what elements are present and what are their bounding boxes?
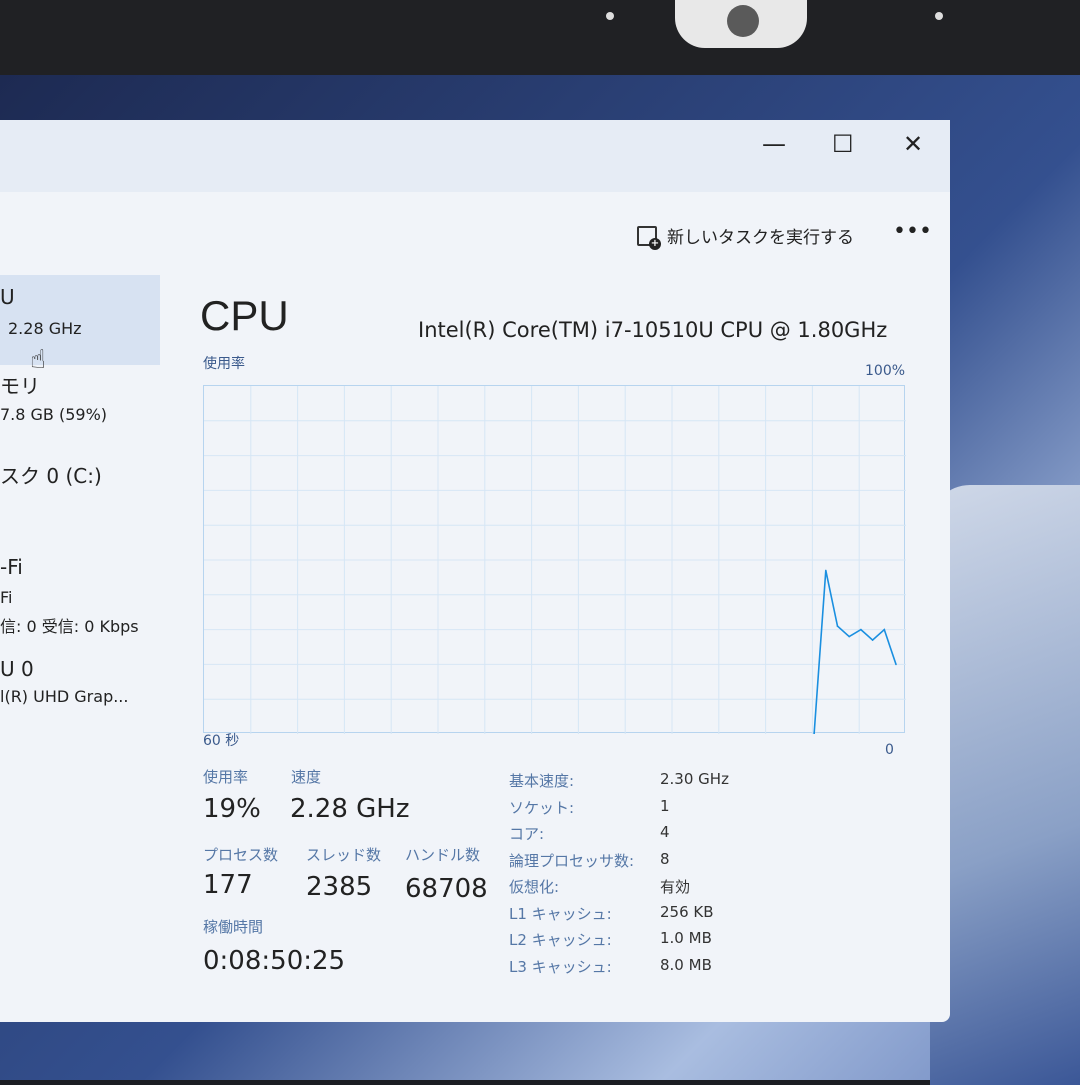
sidebar-item-title: -Fi bbox=[0, 555, 23, 579]
processes-value: 177 bbox=[203, 870, 253, 900]
detail-key: 仮想化: bbox=[509, 878, 560, 896]
detail-value: 2.30 GHz bbox=[660, 770, 729, 788]
sidebar-item-sub: 7.8 GB (59%) bbox=[0, 405, 108, 424]
more-options-button[interactable]: ••• bbox=[893, 219, 932, 244]
detail-value: 有効 bbox=[660, 878, 691, 896]
detail-key: コア: bbox=[509, 825, 545, 843]
sidebar-item-cpu[interactable]: U 2.28 GHz ☝ bbox=[0, 275, 160, 375]
sensor-dot bbox=[606, 12, 614, 20]
sidebar-item-gpu[interactable]: U 0 l(R) UHD Grap... bbox=[0, 657, 160, 752]
sidebar-item-title: モリ bbox=[0, 374, 40, 398]
sensor-dot bbox=[935, 12, 943, 20]
graph-min-label: 0 bbox=[885, 742, 894, 758]
detail-value: 1 bbox=[660, 796, 670, 815]
cpu-model: Intel(R) Core(TM) i7-10510U CPU @ 1.80GH… bbox=[418, 318, 888, 342]
webcam bbox=[675, 0, 807, 48]
processes-label: プロセス数 bbox=[203, 846, 279, 864]
graph-label: 使用率 bbox=[203, 356, 245, 372]
detail-key: 基本速度: bbox=[509, 772, 575, 790]
graph-max-label: 100% bbox=[865, 363, 906, 379]
detail-value: 4 bbox=[660, 823, 670, 841]
sidebar-item-wifi[interactable]: -Fi Fi 信: 0 受信: 0 Kbps bbox=[0, 555, 160, 657]
run-new-task-button[interactable]: + 新しいタスクを実行する bbox=[637, 223, 854, 250]
close-button[interactable]: ✕ bbox=[903, 130, 924, 158]
laptop-bezel bbox=[0, 0, 1080, 75]
detail-value: 256 KB bbox=[660, 902, 714, 921]
speed-label: 速度 bbox=[291, 768, 322, 786]
cpu-usage-point bbox=[848, 635, 850, 638]
handles-label: ハンドル数 bbox=[405, 846, 481, 864]
cpu-usage-line bbox=[813, 570, 897, 735]
cpu-usage-point bbox=[895, 663, 897, 666]
sidebar-item-sub: 信: 0 受信: 0 Kbps bbox=[0, 617, 139, 636]
maximize-button[interactable]: ☐ bbox=[832, 130, 854, 158]
sidebar-item-sub: 2.28 GHz bbox=[8, 319, 82, 338]
cpu-usage-point bbox=[836, 625, 839, 627]
page-title: CPU bbox=[200, 292, 289, 339]
detail-key: L3 キャッシュ: bbox=[509, 957, 612, 976]
cpu-usage-point bbox=[883, 628, 886, 631]
cpu-usage-point bbox=[860, 628, 862, 631]
detail-key: 論理プロセッサ数: bbox=[509, 851, 635, 870]
threads-value: 2385 bbox=[306, 872, 373, 902]
sidebar: U 2.28 GHz ☝ モリ 7.8 GB (59%) スク 0 (C:) -… bbox=[0, 275, 160, 752]
detail-key: L1 キャッシュ: bbox=[509, 904, 612, 923]
sidebar-item-sub: l(R) UHD Grap... bbox=[0, 687, 129, 706]
sidebar-item-title: U bbox=[0, 285, 15, 309]
new-task-icon: + bbox=[637, 225, 661, 250]
sidebar-item-sub: Fi bbox=[0, 588, 13, 607]
detail-value: 1.0 MB bbox=[660, 929, 712, 947]
usage-value: 19% bbox=[203, 794, 261, 824]
sidebar-item-title: スク 0 (C:) bbox=[0, 464, 102, 488]
detail-value: 8 bbox=[660, 849, 670, 868]
sidebar-item-memory[interactable]: モリ 7.8 GB (59%) bbox=[0, 365, 160, 460]
run-new-task-label: 新しいタスクを実行する bbox=[667, 228, 854, 248]
cpu-usage-point bbox=[825, 569, 827, 572]
detail-value: 8.0 MB bbox=[660, 955, 712, 974]
detail-key: ソケット: bbox=[509, 798, 575, 817]
cpu-graph-svg bbox=[204, 386, 906, 735]
minimize-button[interactable]: — bbox=[762, 130, 786, 158]
sidebar-item-title: U 0 bbox=[0, 657, 34, 681]
toolbar: + 新しいタスクを実行する ••• bbox=[0, 215, 950, 265]
sidebar-item-disk[interactable]: スク 0 (C:) bbox=[0, 460, 160, 555]
wallpaper bbox=[930, 485, 1080, 1085]
title-bar: — ☐ ✕ bbox=[0, 120, 950, 192]
threads-label: スレッド数 bbox=[306, 846, 382, 864]
usage-label: 使用率 bbox=[203, 768, 249, 786]
task-manager-window: — ☐ ✕ + 新しいタスクを実行する ••• U 2.28 GHz ☝ モリ … bbox=[0, 120, 950, 1022]
detail-key: L2 キャッシュ: bbox=[509, 931, 612, 949]
cpu-usage-graph bbox=[203, 385, 906, 735]
speed-value: 2.28 GHz bbox=[290, 794, 410, 824]
uptime-label: 稼働時間 bbox=[203, 918, 264, 936]
hand-cursor-icon: ☝ bbox=[30, 345, 46, 375]
handles-value: 68708 bbox=[405, 874, 488, 904]
graph-time-label: 60 秒 bbox=[203, 733, 240, 749]
uptime-value: 0:08:50:25 bbox=[203, 946, 346, 976]
cpu-usage-point bbox=[871, 639, 874, 641]
